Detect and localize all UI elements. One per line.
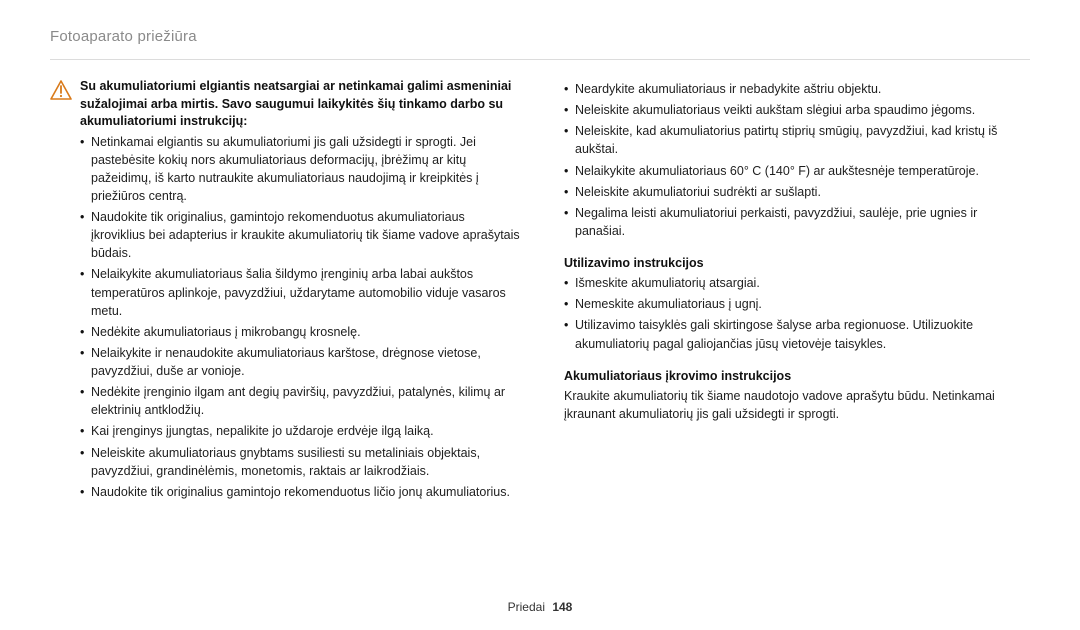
list-item: Nelaikykite akumuliatoriaus 60° C (140° …	[564, 162, 1030, 180]
footer-page-number: 148	[552, 600, 572, 614]
list-item: Nelaikykite ir nenaudokite akumuliatoria…	[80, 344, 522, 380]
list-item: Naudokite tik originalius, gamintojo rek…	[80, 208, 522, 262]
list-item: Negalima leisti akumuliatoriui perkaisti…	[564, 204, 1030, 240]
utilization-bullet-list: Išmeskite akumuliatorių atsargiai. Nemesk…	[558, 274, 1030, 353]
footer-label: Priedai	[508, 600, 545, 614]
list-item: Neleiskite akumuliatoriaus gnybtams susi…	[80, 444, 522, 480]
list-item: Neardykite akumuliatoriaus ir nebadykite…	[564, 80, 1030, 98]
list-item: Nedėkite akumuliatoriaus į mikrobangų kr…	[80, 323, 522, 341]
list-item: Nelaikykite akumuliatoriaus šalia šildym…	[80, 265, 522, 319]
warning-heading-text: Su akumuliatoriumi elgiantis neatsargiai…	[80, 78, 522, 131]
list-item: Neleiskite akumuliatoriaus veikti aukšta…	[564, 101, 1030, 119]
page-header-title: Fotoaparato priežiūra	[50, 28, 1030, 45]
list-item: Neleiskite akumuliatoriui sudrėkti ar su…	[564, 183, 1030, 201]
utilization-title: Utilizavimo instrukcijos	[564, 254, 1030, 272]
list-item: Naudokite tik originalius gamintojo reko…	[80, 483, 522, 501]
page-footer: Priedai 148	[0, 600, 1080, 614]
charging-text: Kraukite akumuliatorių tik šiame naudoto…	[564, 387, 1030, 423]
list-item: Netinkamai elgiantis su akumuliatoriumi …	[80, 133, 522, 206]
header-rule	[50, 59, 1030, 60]
left-bullet-list: Netinkamai elgiantis su akumuliatoriumi …	[50, 133, 522, 501]
left-column: Su akumuliatoriumi elgiantis neatsargiai…	[50, 78, 522, 511]
list-item: Nedėkite įrenginio ilgam ant degių pavir…	[80, 383, 522, 419]
right-column: Neardykite akumuliatoriaus ir nebadykite…	[558, 78, 1030, 511]
list-item: Neleiskite, kad akumuliatorius patirtų s…	[564, 122, 1030, 158]
list-item: Nemeskite akumuliatoriaus į ugnį.	[564, 295, 1030, 313]
warning-triangle-icon	[50, 80, 72, 100]
charging-title: Akumuliatoriaus įkrovimo instrukcijos	[564, 367, 1030, 385]
list-item: Išmeskite akumuliatorių atsargiai.	[564, 274, 1030, 292]
list-item: Utilizavimo taisyklės gali skirtingose š…	[564, 316, 1030, 352]
right-top-bullet-list: Neardykite akumuliatoriaus ir nebadykite…	[558, 80, 1030, 240]
manual-page: Fotoaparato priežiūra Su akumuliatoriumi…	[0, 0, 1080, 630]
warning-heading: Su akumuliatoriumi elgiantis neatsargiai…	[50, 78, 522, 131]
list-item: Kai įrenginys įjungtas, nepalikite jo už…	[80, 422, 522, 440]
content-columns: Su akumuliatoriumi elgiantis neatsargiai…	[50, 78, 1030, 511]
